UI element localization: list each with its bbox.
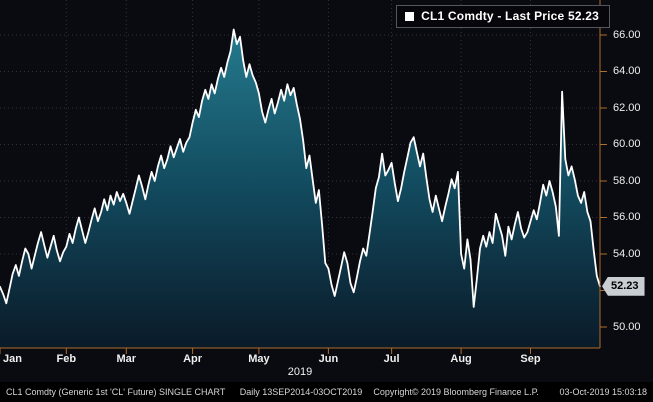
y-axis-tick-label: 64.00 [613,65,641,77]
x-axis-month-label: Mar [116,353,137,365]
y-axis-tick-label: 62.00 [613,101,641,114]
y-axis-tick-label: 54.00 [613,247,641,260]
y-axis-tick-label: 66.00 [613,28,641,41]
x-axis-year-label: 2019 [287,366,313,378]
x-axis-month-label: Jul [383,353,400,365]
x-axis-month-label: Apr [183,353,203,365]
footer-instrument: CL1 Comdty (Generic 1st 'CL' Future) SIN… [6,387,226,397]
y-axis-tick-label: 56.00 [613,211,641,223]
last-price-axis-label: 52.23 [602,276,645,296]
status-bar-left: CL1 Comdty (Generic 1st 'CL' Future) SIN… [6,387,362,397]
footer-copyright: Copyright© 2019 Bloomberg Finance L.P. [373,387,539,397]
x-axis-month-label: Aug [450,353,472,365]
footer-timestamp: 03-Oct-2019 15:03:18 [559,387,647,397]
footer-date-range: Daily 13SEP2014-03OCT2019 [239,387,363,397]
status-bar: CL1 Comdty (Generic 1st 'CL' Future) SIN… [0,382,653,402]
price-chart-svg[interactable] [0,0,653,360]
x-axis-month-label: May [248,353,270,365]
x-axis-month-label: Jun [318,353,339,365]
chart-legend[interactable]: CL1 Comdty - Last Price 52.23 [396,5,610,28]
legend-series-swatch-icon [405,11,415,21]
status-bar-right: Copyright© 2019 Bloomberg Finance L.P. 0… [373,387,647,397]
y-axis-tick-label: 60.00 [613,138,641,150]
x-axis-month-label: Feb [56,353,77,365]
legend-series-label: CL1 Comdty - Last Price 52.23 [421,9,599,23]
x-axis-month-label: Sep [520,353,541,365]
y-axis-tick-label: 58.00 [613,174,641,187]
x-axis-month-label: Jan [3,353,22,365]
last-price-value: 52.23 [611,280,639,293]
y-axis-tick-label: 50.00 [613,320,641,333]
